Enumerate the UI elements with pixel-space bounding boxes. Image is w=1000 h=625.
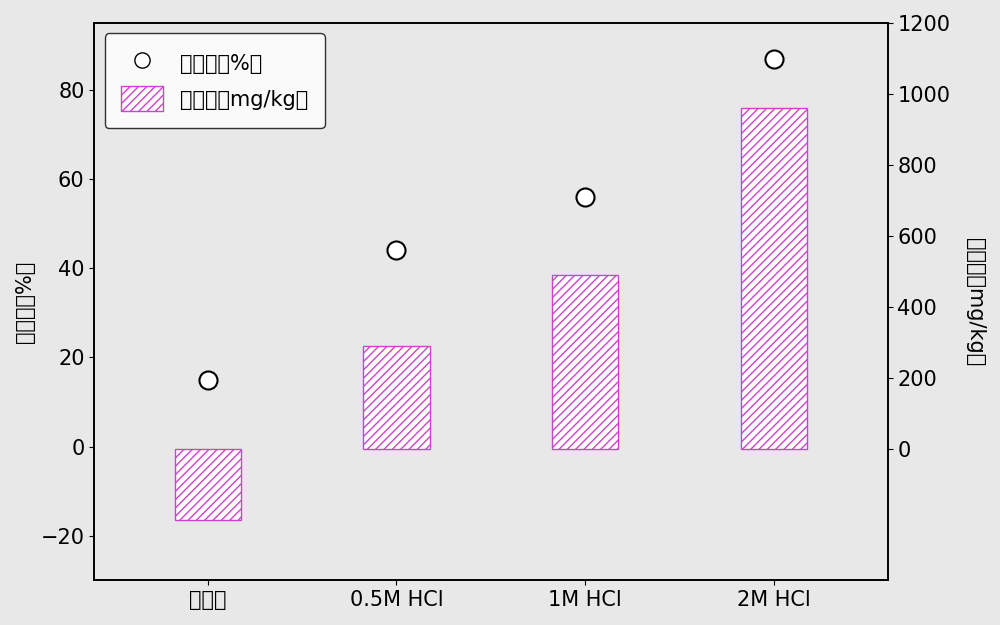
Bar xyxy=(363,346,430,449)
Legend: 去除率（%）, 吸附量（mg/kg）: 去除率（%）, 吸附量（mg/kg） xyxy=(105,33,325,128)
Y-axis label: 去除率（%）: 去除率（%） xyxy=(15,261,35,343)
Bar xyxy=(552,275,618,449)
Bar xyxy=(175,449,241,519)
Bar xyxy=(741,108,807,449)
Y-axis label: 吸附量（mg/kg）: 吸附量（mg/kg） xyxy=(965,238,985,366)
